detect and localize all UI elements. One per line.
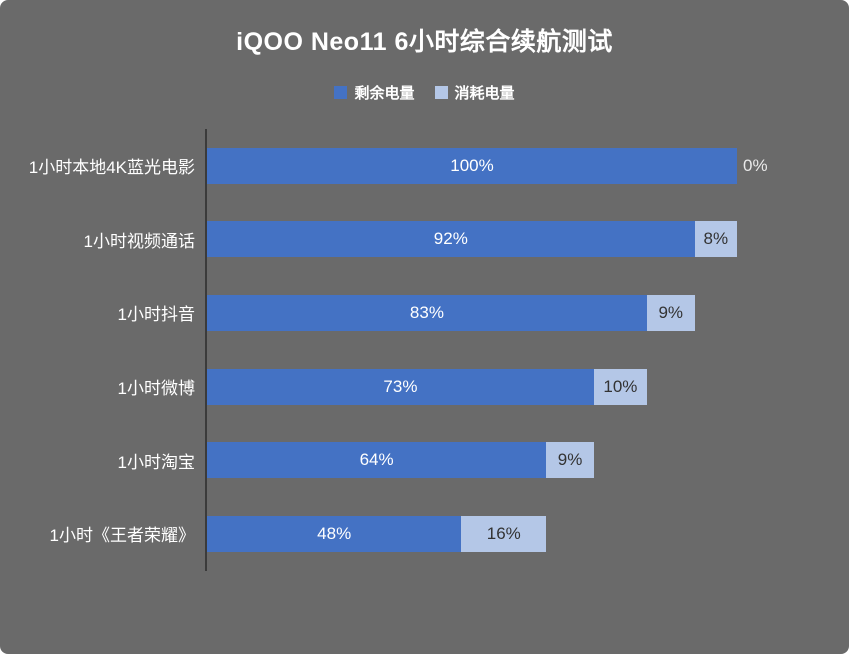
- remaining-bar-segment: 100%: [207, 147, 737, 184]
- consumed-bar-segment: 8%: [694, 221, 737, 258]
- bar-track: 83% 9%: [207, 294, 695, 331]
- consumed-value-label: 16%: [486, 523, 521, 543]
- consumed-value-label: 8%: [703, 229, 729, 249]
- bar-track: 73% 10%: [207, 368, 647, 405]
- category-label: 1小时抖音: [117, 305, 195, 325]
- remaining-bar-segment: 73%: [207, 368, 594, 405]
- consumed-bar-segment: 16%: [461, 515, 547, 552]
- remaining-bar-segment: 83%: [207, 294, 647, 331]
- category-label: 1小时《王者荣耀》: [49, 526, 195, 546]
- remaining-legend-swatch: [334, 86, 348, 99]
- remaining-bar-segment: 48%: [207, 515, 462, 552]
- consumed-legend-label: 消耗电量: [454, 85, 515, 102]
- bar-track: 48% 16%: [207, 515, 547, 552]
- bar-track: 92% 8%: [207, 221, 737, 258]
- y-axis-line: [205, 129, 207, 571]
- bar-row: 1小时《王者荣耀》 48% 16%: [0, 497, 849, 571]
- consumed-bar-segment: 9%: [546, 442, 594, 479]
- remaining-value-label: 48%: [317, 523, 352, 543]
- consumed-value-label: 9%: [658, 302, 684, 322]
- consumed-bar-segment: 9%: [646, 294, 695, 331]
- remaining-value-label: 73%: [383, 376, 418, 396]
- remaining-value-label: 83%: [409, 302, 444, 322]
- remaining-bar-segment: 92%: [207, 221, 695, 258]
- legend-item-consumed: 消耗电量: [434, 82, 515, 103]
- bar-row: 1小时本地4K蓝光电影 100% 0%: [0, 129, 849, 203]
- consumed-value-label: 9%: [557, 450, 583, 470]
- consumed-value-label: 10%: [603, 376, 638, 396]
- remaining-value-label: 100%: [450, 155, 494, 175]
- legend: 剩余电量 消耗电量: [0, 82, 849, 103]
- consumed-bar-segment: 10%: [593, 368, 647, 405]
- bar-track: 64% 9%: [207, 442, 594, 479]
- plot-rows: 1小时本地4K蓝光电影 100% 0% 1小时视频通话 92% 8% 1小时抖音 83% 9% 1…: [0, 129, 849, 571]
- chart-title: iQOO Neo11 6小时综合续航测试: [236, 28, 613, 56]
- bar-row: 1小时抖音 83% 9%: [0, 276, 849, 350]
- bar-row: 1小时淘宝 64% 9%: [0, 423, 849, 497]
- consumed-legend-swatch: [434, 86, 448, 99]
- remaining-legend-label: 剩余电量: [354, 85, 415, 102]
- category-label: 1小时视频通话: [83, 231, 195, 251]
- remaining-bar-segment: 64%: [207, 442, 547, 479]
- remaining-value-label: 92%: [433, 229, 468, 249]
- consumed-value-label: 0%: [743, 155, 768, 175]
- plot-area: 1小时本地4K蓝光电影 100% 0% 1小时视频通话 92% 8% 1小时抖音 83% 9% 1…: [0, 129, 849, 571]
- legend-item-remaining: 剩余电量: [334, 82, 415, 103]
- category-label: 1小时淘宝: [117, 452, 195, 472]
- bar-track: 100% 0%: [207, 147, 768, 184]
- bar-row: 1小时视频通话 92% 8%: [0, 203, 849, 277]
- bar-row: 1小时微博 73% 10%: [0, 350, 849, 424]
- category-label: 1小时微博: [117, 379, 195, 399]
- category-label: 1小时本地4K蓝光电影: [28, 158, 195, 178]
- remaining-value-label: 64%: [359, 450, 394, 470]
